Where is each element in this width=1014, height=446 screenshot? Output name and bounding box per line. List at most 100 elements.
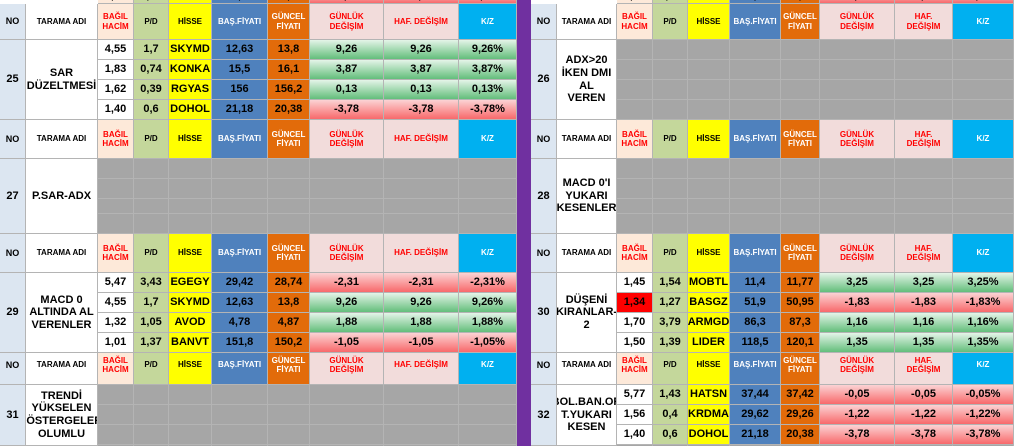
scan-number: 30 [531, 273, 557, 353]
header-bagil-hacim: BAĞIL HACİM [617, 120, 653, 159]
scan-number: 27 [0, 159, 26, 234]
gunluk-degisim-cell: 3,25 [820, 273, 895, 293]
empty-cell [653, 100, 688, 120]
header-hisse: HİSSE [688, 234, 730, 273]
hisse-cell[interactable]: BANVT [169, 333, 212, 353]
hisse-cell[interactable]: KRDMA [688, 405, 730, 425]
kz-cell: 0,13% [459, 80, 517, 100]
hisse-cell[interactable]: DOHOL [169, 100, 212, 120]
scan-name[interactable]: MACD 0'I YUKARI KESENLER [557, 159, 617, 234]
header-tarama-adi: TARAMA ADI [557, 234, 617, 273]
header-gunluk-degisim: GÜNLÜK DEĞİŞİM [310, 4, 384, 40]
empty-cell [134, 405, 169, 425]
header-bagil-hacim: BAĞIL HACİM [98, 234, 134, 273]
empty-cell [953, 214, 1014, 234]
scan-name[interactable]: MACD 0 ALTINDA AL VERENLER [26, 273, 98, 353]
pd-cell: 1,27 [653, 293, 688, 313]
bagil-hacim-cell: 1,45 [617, 273, 653, 293]
empty-cell [98, 159, 134, 179]
empty-cell [459, 385, 517, 405]
partial-row-cell: 32,20 [268, 0, 310, 4]
empty-cell [953, 40, 1014, 60]
empty-cell [895, 214, 953, 234]
pd-cell: 0,4 [653, 405, 688, 425]
header-no: NO [0, 234, 26, 273]
header-haf-degisim: HAF. DEĞİŞİM [895, 120, 953, 159]
gunluk-degisim-cell: -3,78 [820, 425, 895, 445]
empty-cell [384, 199, 459, 214]
guncel-fiyati-cell: 29,26 [781, 405, 820, 425]
header-pd: P/D [134, 120, 169, 159]
empty-cell [617, 214, 653, 234]
bas-fiyati-cell: 156 [212, 80, 268, 100]
hisse-cell[interactable]: ARMGD [688, 313, 730, 333]
hisse-cell[interactable]: EGEGY [169, 273, 212, 293]
scan-name[interactable]: BOL.BAN.OR T.YUKARI KESEN [557, 385, 617, 446]
partial-row-cell: EKGYO [688, 0, 730, 4]
empty-cell [268, 179, 310, 199]
scan-number: 29 [0, 273, 26, 353]
empty-cell [384, 405, 459, 425]
hisse-cell[interactable]: HATSN [688, 385, 730, 405]
bagil-hacim-cell: 1,34 [617, 293, 653, 313]
empty-cell [134, 214, 169, 234]
empty-cell [98, 199, 134, 214]
empty-cell [895, 179, 953, 199]
hisse-cell[interactable]: AVOD [169, 313, 212, 333]
empty-cell [617, 60, 653, 80]
partial-row-cell: 2,23 [617, 0, 653, 4]
bagil-hacim-cell: 1,83 [98, 60, 134, 80]
hisse-cell[interactable]: SKYMD [169, 293, 212, 313]
partial-row-cell: 34,13 [212, 0, 268, 4]
haf-degisim-cell: -0,05 [895, 385, 953, 405]
empty-cell [169, 199, 212, 214]
scan-number: 26 [531, 40, 557, 120]
empty-cell [781, 159, 820, 179]
hisse-cell[interactable]: MOBTL [688, 273, 730, 293]
pd-cell: 3,79 [653, 313, 688, 333]
header-no: NO [0, 4, 26, 40]
partial-row-cell: -1,56 [895, 0, 953, 4]
bagil-hacim-cell: 1,62 [98, 80, 134, 100]
gunluk-degisim-cell: -0,05 [820, 385, 895, 405]
bagil-hacim-cell: 1,50 [617, 333, 653, 353]
header-bagil-hacim: BAĞIL HACİM [617, 234, 653, 273]
hisse-cell[interactable]: DOHOL [688, 425, 730, 445]
empty-cell [268, 405, 310, 425]
bas-fiyati-cell: 37,44 [730, 385, 781, 405]
header-guncel-fiyati: GÜNCEL FİYATI [268, 120, 310, 159]
hisse-cell[interactable]: RGYAS [169, 80, 212, 100]
bas-fiyati-cell: 4,78 [212, 313, 268, 333]
hisse-cell[interactable]: BASGZ [688, 293, 730, 313]
scan-name[interactable]: TRENDİ YÜKSELEN GÖSTERGELERİ OLUMLU [26, 385, 98, 446]
partial-row-cell: 2,43 [98, 0, 134, 4]
scan-name[interactable]: DÜŞENİ KIRANLAR-2 [557, 273, 617, 353]
hisse-cell[interactable]: SKYMD [169, 40, 212, 60]
kz-cell: 1,35% [953, 333, 1014, 353]
pd-cell: 1,37 [134, 333, 169, 353]
empty-cell [688, 60, 730, 80]
empty-cell [895, 60, 953, 80]
bagil-hacim-cell: 4,55 [98, 40, 134, 60]
hisse-cell[interactable]: LIDER [688, 333, 730, 353]
empty-cell [953, 199, 1014, 214]
header-bagil-hacim: BAĞIL HACİM [98, 4, 134, 40]
pd-cell: 1,7 [134, 293, 169, 313]
scan-name[interactable]: ADX>20 İKEN DMI AL VEREN [557, 40, 617, 120]
header-bas-fiyati: BAŞ.FİYATI [730, 120, 781, 159]
scan-name[interactable]: P.SAR-ADX [26, 159, 98, 234]
gunluk-degisim-cell: -3,78 [310, 100, 384, 120]
empty-cell [98, 405, 134, 425]
hisse-cell[interactable]: KONKA [169, 60, 212, 80]
header-no: NO [0, 120, 26, 159]
empty-cell [953, 159, 1014, 179]
empty-cell [617, 80, 653, 100]
empty-cell [820, 80, 895, 100]
empty-cell [953, 100, 1014, 120]
empty-cell [688, 214, 730, 234]
haf-degisim-cell: 9,26 [384, 40, 459, 60]
scan-name[interactable]: SAR DÜZELTMESİ [26, 40, 98, 120]
pd-cell: 1,54 [653, 273, 688, 293]
gunluk-degisim-cell: 9,26 [310, 40, 384, 60]
